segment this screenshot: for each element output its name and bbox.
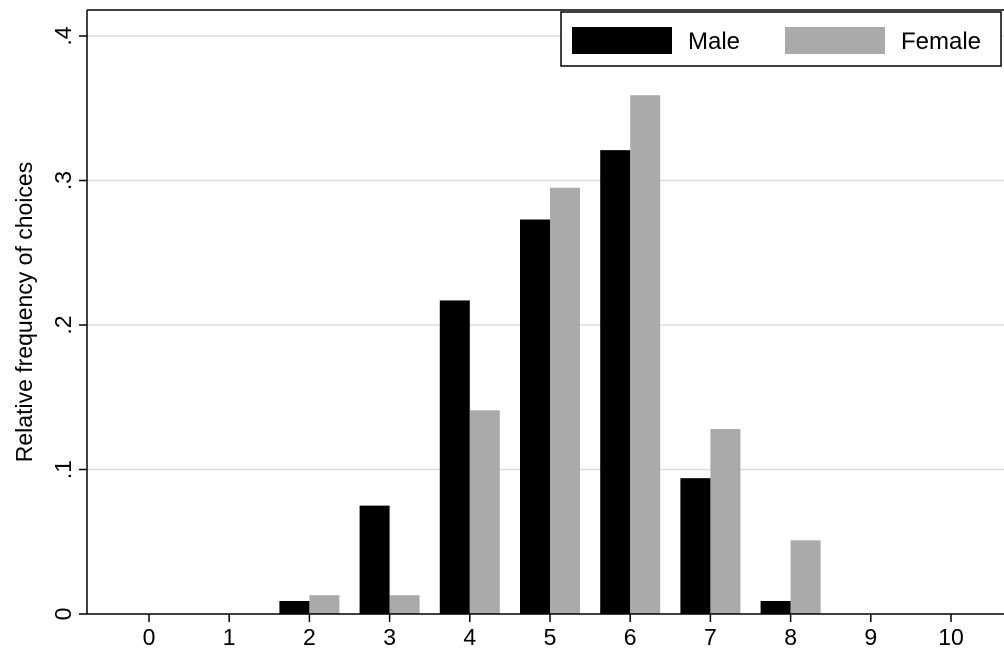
legend: Male Female bbox=[560, 11, 1002, 67]
bar-female-5 bbox=[550, 187, 580, 614]
bar-female-6 bbox=[630, 95, 661, 615]
x-tick-label: 1 bbox=[223, 624, 236, 649]
y-ticks: 0 .1 .2 .3 .4 bbox=[50, 26, 87, 620]
legend-swatch-male bbox=[572, 27, 672, 54]
bar-male-5 bbox=[520, 219, 550, 614]
y-axis-label: Relative frequency of choices bbox=[11, 162, 37, 462]
y-tick-label: .1 bbox=[50, 460, 76, 479]
x-ticks: 0 1 2 3 4 5 6 7 8 9 10 bbox=[143, 614, 964, 650]
bars bbox=[279, 95, 821, 615]
x-tick-label: 5 bbox=[544, 624, 557, 649]
x-tick-label: 7 bbox=[704, 624, 717, 649]
bar-female-8 bbox=[790, 540, 821, 614]
bar-female-2 bbox=[309, 595, 340, 614]
x-tick-label: 8 bbox=[784, 624, 797, 649]
bar-female-3 bbox=[389, 595, 420, 614]
x-tick-label: 9 bbox=[864, 624, 877, 649]
x-tick-label: 3 bbox=[383, 624, 396, 649]
y-tick-label: .4 bbox=[50, 26, 76, 45]
axes bbox=[86, 9, 1004, 615]
y-tick-label: .2 bbox=[50, 315, 76, 334]
bar-male-4 bbox=[439, 300, 470, 614]
bar-male-3 bbox=[359, 505, 390, 614]
legend-swatch-female bbox=[785, 27, 885, 54]
x-tick-label: 6 bbox=[624, 624, 637, 649]
x-tick-label: 4 bbox=[463, 624, 476, 649]
bar-female-7 bbox=[710, 429, 741, 614]
bar-male-7 bbox=[680, 478, 711, 614]
y-tick-label: 0 bbox=[50, 608, 76, 621]
bar-male-2 bbox=[279, 600, 310, 614]
legend-label-male: Male bbox=[688, 28, 740, 55]
x-tick-label: 10 bbox=[938, 624, 964, 649]
x-tick-label: 2 bbox=[303, 624, 316, 649]
y-tick-label: .3 bbox=[50, 171, 76, 190]
x-tick-label: 0 bbox=[143, 624, 156, 649]
bar-female-4 bbox=[469, 410, 500, 614]
bar-male-6 bbox=[600, 150, 631, 614]
legend-label-female: Female bbox=[901, 28, 981, 55]
bar-male-8 bbox=[760, 600, 791, 614]
